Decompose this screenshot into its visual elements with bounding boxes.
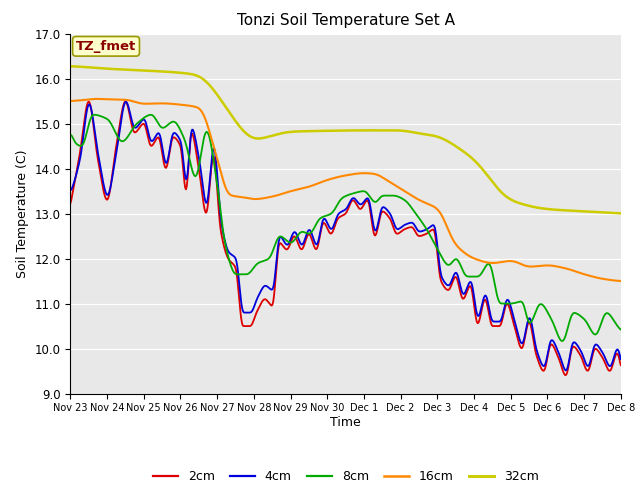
32cm [67,63,74,69]
8cm [558,338,566,344]
X-axis label: Time: Time [330,416,361,429]
4cm [134,123,141,129]
16cm [413,196,421,202]
Line: 8cm: 8cm [70,115,621,341]
8cm [219,226,227,231]
Text: TZ_fmet: TZ_fmet [76,40,136,53]
Line: 16cm: 16cm [70,99,621,281]
2cm [617,362,625,368]
2cm [413,232,421,238]
2cm [562,372,570,378]
4cm [190,129,198,134]
32cm [77,64,84,70]
2cm [77,147,84,153]
Title: Tonzi Soil Temperature Set A: Tonzi Soil Temperature Set A [237,13,454,28]
Y-axis label: Soil Temperature (C): Soil Temperature (C) [16,149,29,278]
2cm [429,227,437,232]
16cm [67,98,74,104]
32cm [413,130,420,136]
16cm [429,204,437,209]
4cm [617,356,625,362]
Line: 2cm: 2cm [70,101,621,375]
32cm [218,98,226,104]
8cm [190,171,198,177]
Line: 4cm: 4cm [70,102,621,371]
2cm [219,238,227,244]
8cm [617,326,625,332]
16cm [190,104,198,109]
32cm [617,210,625,216]
Line: 32cm: 32cm [70,66,621,213]
Legend: 2cm, 4cm, 8cm, 16cm, 32cm: 2cm, 4cm, 8cm, 16cm, 32cm [148,465,543,480]
16cm [617,278,625,284]
4cm [77,154,84,160]
32cm [429,132,436,138]
4cm [67,187,74,193]
16cm [134,100,141,106]
2cm [134,127,141,133]
8cm [134,120,141,126]
16cm [93,96,101,102]
4cm [429,222,437,228]
4cm [219,228,227,234]
32cm [133,67,141,73]
8cm [77,143,84,149]
2cm [67,201,74,206]
2cm [122,98,129,104]
16cm [219,176,227,182]
2cm [190,135,198,141]
16cm [77,97,84,103]
8cm [90,112,98,118]
32cm [189,72,196,77]
4cm [122,99,130,105]
8cm [429,239,437,244]
8cm [67,132,74,138]
4cm [562,368,570,373]
4cm [413,227,421,232]
8cm [413,213,421,218]
